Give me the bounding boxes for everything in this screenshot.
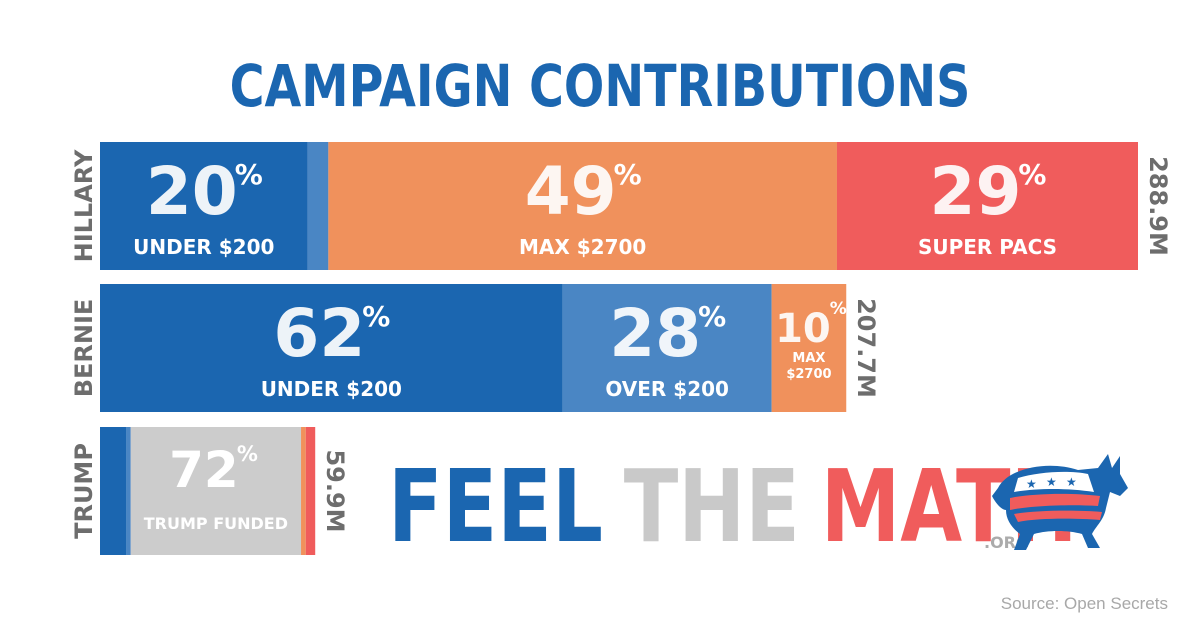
logo-word-the: THE (623, 448, 800, 565)
percent-label-hillary-2: 49 (525, 153, 617, 230)
candidate-label-bernie: BERNIE (70, 298, 98, 398)
bar-segment-trump-1 (126, 427, 131, 555)
percent-sign-hillary-0: % (235, 158, 263, 191)
total-label-bernie: 207.7M (852, 298, 881, 398)
segment-label-bernie-0: UNDER $200 (261, 377, 402, 401)
total-label-trump: 59.9M (321, 449, 350, 533)
percent-label-bernie-0: 62 (273, 295, 365, 372)
segment-label-bernie-2-0: MAX (792, 351, 825, 366)
bar-segment-hillary-0 (100, 142, 308, 270)
source-note: Source: Open Secrets (1000, 594, 1168, 613)
percent-label-trump-2: 72 (169, 441, 239, 499)
percent-sign-bernie-0: % (362, 300, 390, 333)
svg-text:★: ★ (1046, 475, 1057, 489)
bar-segment-hillary-3 (836, 142, 1138, 270)
percent-sign-bernie-2: % (830, 299, 847, 319)
svg-text:★: ★ (1066, 475, 1077, 489)
candidate-label-trump: TRUMP (70, 443, 98, 539)
percent-label-bernie-2: 10 (775, 306, 831, 352)
bar-segment-bernie-1 (562, 284, 772, 412)
segment-label-hillary-2: MAX $2700 (519, 235, 646, 259)
logo-word-feel: FEEL (388, 448, 603, 565)
bar-segment-trump-3 (301, 427, 306, 555)
percent-label-hillary-3: 29 (930, 153, 1022, 230)
segment-label-hillary-3: SUPER PACS (918, 235, 1057, 259)
segment-label-trump-2: TRUMP FUNDED (144, 514, 288, 533)
segment-label-bernie-2-1: $2700 (786, 367, 831, 382)
segment-label-bernie-1: OVER $200 (605, 377, 729, 401)
segment-label-hillary-0: UNDER $200 (133, 235, 274, 259)
donkey-icon: ★ ★ ★ (992, 454, 1128, 550)
bar-segment-hillary-1 (307, 142, 329, 270)
percent-sign-bernie-1: % (698, 300, 726, 333)
bar-segment-hillary-2 (328, 142, 837, 270)
candidate-label-hillary: HILLARY (70, 149, 98, 263)
svg-text:★: ★ (1026, 477, 1037, 491)
total-label-hillary: 288.9M (1144, 156, 1172, 256)
chart-title: CAMPAIGN CONTRIBUTIONS (229, 52, 971, 120)
percent-label-bernie-1: 28 (609, 295, 701, 372)
bar-segment-trump-2 (130, 427, 302, 555)
percent-sign-hillary-2: % (614, 158, 642, 191)
percent-label-hillary-0: 20 (146, 153, 238, 230)
bar-segment-bernie-2 (771, 284, 847, 412)
bar-segment-trump-0 (100, 427, 127, 555)
bar-segment-trump-4 (305, 427, 316, 555)
bar-segment-bernie-0 (100, 284, 563, 412)
percent-sign-hillary-3: % (1018, 158, 1046, 191)
percent-sign-trump-2: % (237, 442, 258, 466)
